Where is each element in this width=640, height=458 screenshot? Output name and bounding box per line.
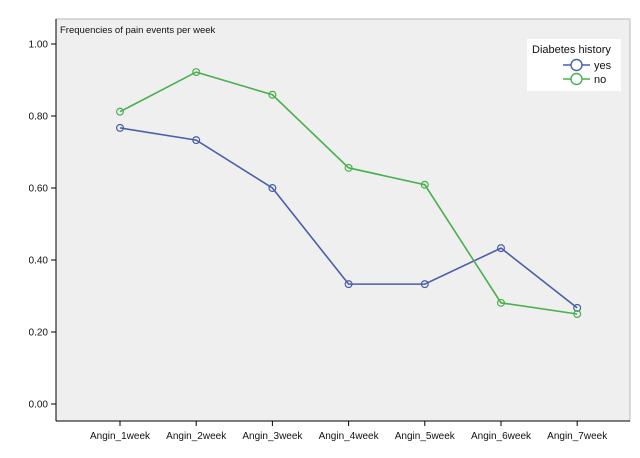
y-tick-label: 1.00 [29,40,49,51]
data-point-no [192,68,201,77]
data-point-yes [420,280,429,289]
data-point-yes [344,280,353,289]
y-tick-label: 0.00 [29,400,49,411]
series-group [115,68,582,319]
legend: Diabetes history yes no [527,39,621,91]
data-point-yes [497,244,506,253]
data-point-yes [268,184,277,193]
data-point-no [268,90,277,99]
legend-label-no: no [594,74,606,86]
x-tick-label: Angin_1week [90,431,151,442]
x-ticks: Angin_1week Angin_2week Angin_3week Angin_4… [90,421,608,442]
data-point-no [420,180,429,189]
x-tick-label: Angin_5week [395,431,456,442]
x-tick-label: Angin_3week [242,431,303,442]
legend-title: Diabetes history [532,44,611,56]
data-point-no [573,310,582,319]
series-line-no [119,71,578,315]
legend-label-yes: yes [594,60,612,72]
y-tick-label: 0.20 [29,328,49,339]
data-point-yes [115,123,124,132]
y-tick-label: 0.40 [29,256,49,267]
legend-items: yes no [563,58,612,86]
chart-title: Frequencies of pain events per week [60,25,216,36]
data-point-yes [192,136,201,145]
y-tick-label: 0.80 [29,112,49,123]
y-ticks: 0.00 0.20 0.40 0.60 0.80 1.00 [29,40,56,411]
data-point-yes [573,303,582,312]
x-tick-label: Angin_2week [166,431,227,442]
x-tick-label: Angin_7week [547,431,608,442]
legend-marker-no [570,72,583,86]
y-tick-label: 0.60 [29,184,49,195]
data-point-no [344,163,353,172]
series-line-yes [119,127,578,309]
data-point-no [497,298,506,307]
data-point-no [115,107,124,116]
x-tick-label: Angin_4week [319,431,380,442]
x-tick-label: Angin_6week [471,431,532,442]
legend-marker-yes [570,58,583,72]
